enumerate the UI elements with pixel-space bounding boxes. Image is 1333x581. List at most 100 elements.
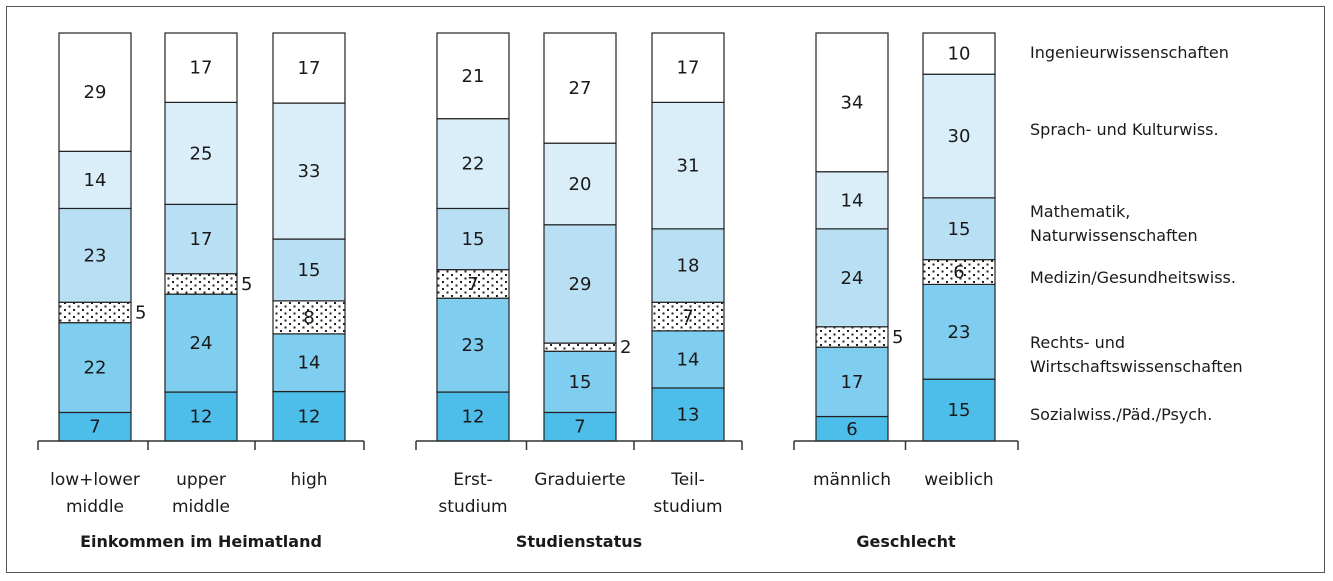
segment-value-label: 18 [677, 256, 700, 277]
legend-entry-mathematik-naturwissenschaften: Naturwissenschaften [1030, 226, 1198, 245]
segment-value-label: 15 [462, 229, 485, 250]
bar-segment-ingenieurwissenschaften [543, 32, 617, 144]
legend-entry-sozialwiss-p-d-psych: Sozialwiss./Päd./Psych. [1030, 405, 1212, 424]
category-label: studium [653, 497, 722, 517]
bar-segment-medizin-gesundheitswiss [272, 300, 346, 335]
segment-value-label: 23 [84, 245, 107, 266]
segment-value-label: 15 [948, 400, 971, 421]
segment-value-label: 22 [84, 358, 107, 379]
bar-segment-medizin-gesundheitswiss [58, 301, 132, 324]
segment-value-label: 17 [190, 229, 213, 250]
bar-segment-sozialwiss-p-d-psych [58, 411, 132, 442]
bar-segment-mathematik-naturwissenschaften [436, 207, 510, 271]
segment-value-label: 12 [462, 407, 485, 428]
segment-value-label: 34 [841, 92, 864, 113]
bar-segment-sprach-und-kulturwiss [543, 142, 617, 226]
segment-value-label: 14 [841, 190, 864, 211]
bar-segment-medizin-gesundheitswiss [922, 259, 996, 285]
segment-value-label: 12 [298, 406, 321, 427]
segment-value-label: 7 [682, 307, 693, 328]
bar-segment-sozialwiss-p-d-psych [922, 378, 996, 442]
category-label: Graduierte [534, 470, 625, 490]
segment-value-label: 23 [948, 322, 971, 343]
group-label-einkommen-im-heimatland: Einkommen im Heimatland [80, 532, 322, 551]
segment-value-label: 23 [462, 335, 485, 356]
bar-segment-sozialwiss-p-d-psych [815, 415, 889, 442]
bars-layer [58, 32, 996, 442]
bar-segment-mathematik-naturwissenschaften [922, 197, 996, 261]
bar-segment-rechts-und-wirtschaftswissenschaften [164, 293, 238, 393]
segment-value-label: 12 [190, 407, 213, 428]
segment-value-label: 20 [569, 174, 592, 195]
bar-segment-ingenieurwissenschaften [58, 32, 132, 152]
segment-value-label: 10 [948, 44, 971, 65]
bar-segment-ingenieurwissenschaften [272, 32, 346, 104]
segment-value-label: 6 [953, 262, 964, 283]
bar-segment-ingenieurwissenschaften [815, 32, 889, 173]
legend-entry-ingenieurwissenschaften: Ingenieurwissenschaften [1030, 43, 1229, 62]
segment-value-label: 14 [84, 170, 107, 191]
segment-value-label: 6 [846, 419, 857, 440]
bar-segment-sprach-und-kulturwiss [815, 171, 889, 230]
bar-segment-mathematik-naturwissenschaften [543, 224, 617, 344]
segment-value-label: 7 [574, 417, 585, 438]
segment-value-label: 24 [841, 268, 864, 289]
legend-entry-rechts-und-wirtschaftswissenschaften: Wirtschaftswissenschaften [1030, 357, 1243, 376]
segment-value-label: 24 [190, 333, 213, 354]
segment-value-label: 2 [620, 337, 631, 358]
category-label: middle [172, 497, 230, 517]
bar-segment-rechts-und-wirtschaftswissenschaften [543, 350, 617, 414]
segment-value-label: 7 [89, 417, 100, 438]
segment-value-label: 15 [298, 260, 321, 281]
segment-value-label: 30 [948, 126, 971, 147]
segment-value-label: 22 [462, 154, 485, 175]
bar-segment-sprach-und-kulturwiss [436, 118, 510, 210]
bar-segment-sprach-und-kulturwiss [272, 102, 346, 240]
bar-segment-ingenieurwissenschaften [436, 32, 510, 120]
bar-segment-rechts-und-wirtschaftswissenschaften [651, 330, 725, 389]
labels-layer: Einkommen im Heimatland7225231429low+low… [50, 44, 994, 551]
segment-value-label: 5 [241, 274, 252, 295]
bar-segment-ingenieurwissenschaften [164, 32, 238, 103]
segment-value-label: 17 [190, 58, 213, 79]
segment-value-label: 14 [677, 349, 700, 370]
legend-entry-sprach-und-kulturwiss: Sprach- und Kulturwiss. [1030, 120, 1219, 139]
segment-value-label: 15 [948, 219, 971, 240]
segment-value-label: 31 [677, 156, 700, 177]
legend-entry-mathematik-naturwissenschaften: Mathematik, [1030, 202, 1130, 221]
segment-value-label: 15 [569, 372, 592, 393]
legend-entry-rechts-und-wirtschaftswissenschaften: Rechts- und [1030, 333, 1125, 352]
category-label: studium [438, 497, 507, 517]
bar-segment-sprach-und-kulturwiss [651, 101, 725, 230]
bar-segment-rechts-und-wirtschaftswissenschaften [436, 297, 510, 393]
category-label: männlich [813, 470, 891, 490]
segment-value-label: 8 [303, 307, 314, 328]
bar-segment-ingenieurwissenschaften [651, 32, 725, 103]
segment-value-label: 17 [841, 372, 864, 393]
group-label-geschlecht: Geschlecht [856, 532, 956, 551]
segment-value-label: 5 [892, 327, 903, 348]
segment-value-label: 33 [298, 161, 321, 182]
bar-segment-medizin-gesundheitswiss [651, 301, 725, 332]
segment-value-label: 5 [135, 302, 146, 323]
bar-segment-medizin-gesundheitswiss [543, 342, 617, 352]
bar-segment-medizin-gesundheitswiss [164, 273, 238, 295]
segment-value-label: 17 [298, 58, 321, 79]
bar-segment-medizin-gesundheitswiss [815, 326, 889, 348]
bar-segment-sozialwiss-p-d-psych [651, 387, 725, 442]
category-label: Erst- [453, 470, 492, 490]
segment-value-label: 13 [677, 404, 700, 425]
segment-value-label: 27 [569, 78, 592, 99]
bar-segment-mathematik-naturwissenschaften [651, 228, 725, 303]
bar-segment-sozialwiss-p-d-psych [164, 391, 238, 442]
bar-segment-mathematik-naturwissenschaften [164, 203, 238, 275]
segment-value-label: 14 [298, 353, 321, 374]
segment-value-label: 25 [190, 143, 213, 164]
bar-segment-rechts-und-wirtschaftswissenschaften [272, 333, 346, 393]
bar-segment-rechts-und-wirtschaftswissenschaften [922, 283, 996, 380]
group-label-studienstatus: Studienstatus [516, 532, 642, 551]
segment-value-label: 29 [569, 274, 592, 295]
category-label: upper [176, 470, 226, 490]
legend-entry-medizin-gesundheitswiss: Medizin/Gesundheitswiss. [1030, 268, 1236, 287]
